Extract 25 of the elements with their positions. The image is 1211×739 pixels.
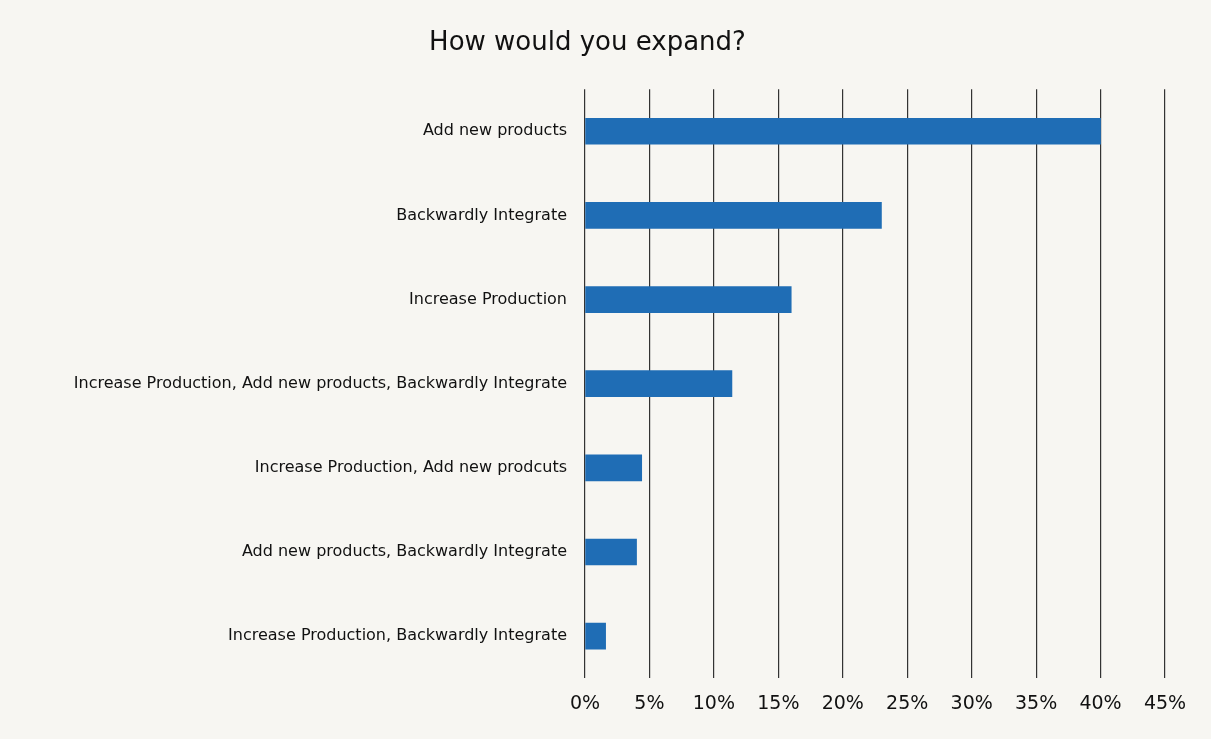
bar — [585, 286, 792, 313]
y-tick-label: Backwardly Integrate — [396, 204, 567, 224]
y-tick-label: Increase Production, Backwardly Integrate — [228, 625, 567, 645]
y-tick-label: Increase Production — [409, 288, 567, 308]
chart-title: How would you expand? — [429, 26, 746, 57]
bar — [585, 117, 1101, 145]
x-tick-label: 0% — [569, 690, 601, 713]
bar — [585, 370, 733, 398]
bar — [585, 622, 606, 650]
y-tick-label: Add new products, Backwardly Integrate — [241, 541, 567, 561]
bar — [585, 454, 643, 482]
x-tick-label: 30% — [950, 690, 993, 713]
x-tick-label: 5% — [634, 690, 665, 713]
x-tick-label: 25% — [886, 690, 929, 713]
bar — [585, 538, 637, 566]
x-tick-label: 40% — [1079, 690, 1122, 713]
x-tick-label: 20% — [821, 690, 864, 713]
x-tick-label: 35% — [1014, 690, 1058, 713]
bar — [585, 202, 882, 229]
y-tick-label: Add new products — [422, 120, 567, 140]
x-tick-label: 45% — [1143, 690, 1187, 713]
x-tick-label: 15% — [757, 690, 800, 713]
x-tick-label: 10% — [692, 690, 736, 713]
y-tick-label: Increase Production, Add new products, Backwardly Integrate — [73, 372, 567, 392]
y-tick-label: Increase Production, Add new prodcuts — [254, 457, 567, 476]
